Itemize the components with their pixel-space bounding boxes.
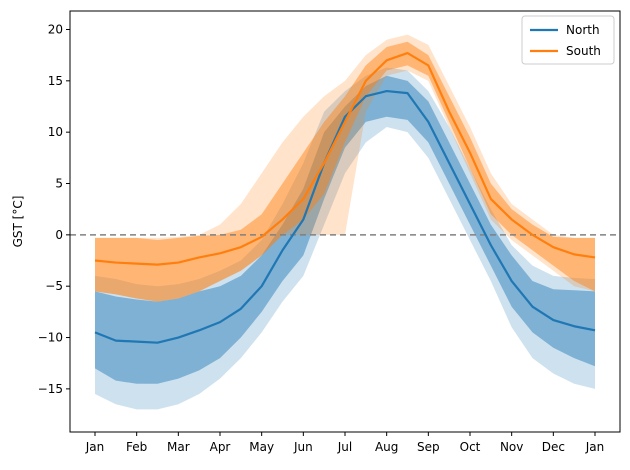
y-tick-label: 0 [55,228,63,242]
median-lines [94,51,596,344]
x-tick-label: Jul [337,440,352,454]
x-tick-label: Mar [167,440,190,454]
x-tick-label: Jan [585,440,605,454]
y-tick-label: 10 [48,125,63,139]
south-median-line [94,51,596,266]
north-median-line [94,89,596,344]
north-outer-band [95,67,595,410]
y-tick-label: 20 [48,22,63,36]
y-tick-label: −10 [38,331,63,345]
x-tick-label: Feb [126,440,147,454]
x-tick-label: Jan [85,440,105,454]
x-tick-label: Apr [210,440,231,454]
x-tick-label: Jun [293,440,313,454]
y-tick-label: −5 [45,279,63,293]
x-tick-label: Nov [500,440,523,454]
x-tick-label: Aug [375,440,398,454]
y-tick-label: −15 [38,382,63,396]
uncertainty-bands [95,34,595,410]
y-axis-ticks: −15 −10 −5 0 5 10 15 20 [38,22,70,396]
y-tick-label: 15 [48,74,63,88]
x-tick-label: May [249,440,274,454]
legend-label-south: South [566,44,601,58]
x-tick-label: Oct [460,440,481,454]
legend: North South [521,15,615,65]
x-axis-ticks: Jan Feb Mar Apr May Jun Jul Aug Sep Oct Nov Dec Jan [85,432,605,454]
legend-label-north: North [566,23,600,37]
x-tick-label: Dec [542,440,565,454]
x-tick-label: Sep [417,440,440,454]
y-tick-label: 5 [55,177,63,191]
y-axis-label: GST [°C] [11,196,25,248]
north-inner-band [95,75,595,384]
south-inner-band [95,41,595,302]
